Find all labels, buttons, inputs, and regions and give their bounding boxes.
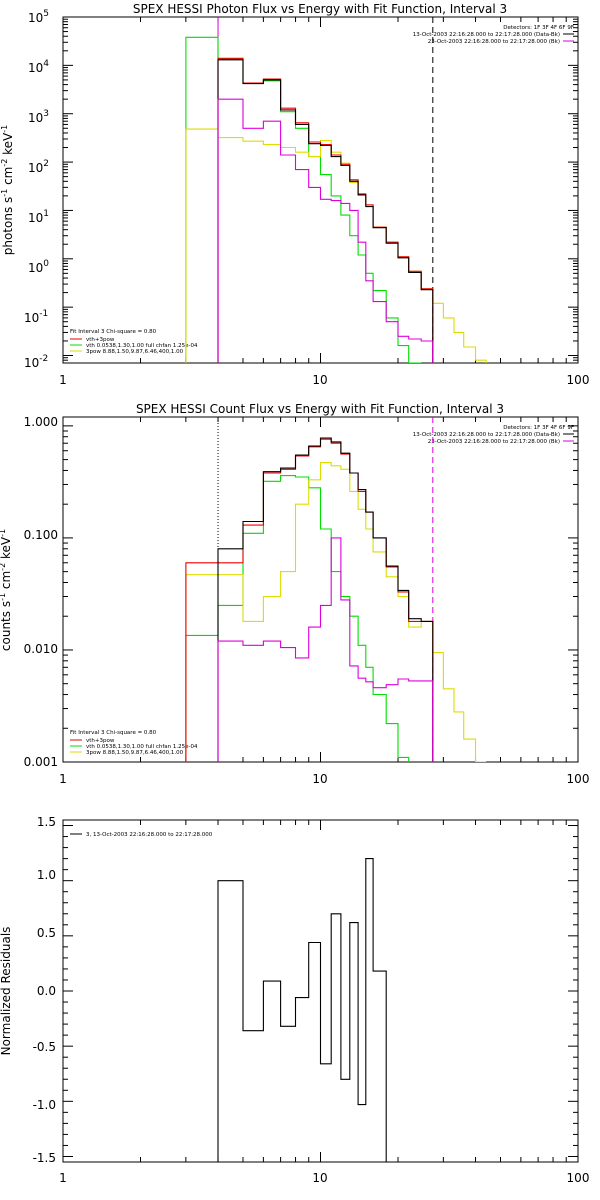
count-flux-legend-total: vth+3pow	[86, 738, 115, 744]
count-flux-xtick-1: 1	[59, 772, 67, 786]
photon-flux-ytick-1e0: 100	[28, 259, 49, 275]
count-flux-panel: SPEX HESSI Count Flux vs Energy with Fit…	[0, 402, 589, 786]
series-step-3pow-8-88-1-50-9-87-6-46-400-1-00	[185, 462, 487, 762]
photon-flux-ytick-1e-1: 10-1	[24, 309, 48, 325]
count-flux-legend-top-right: Detectors: 1F 3F 4F 6F 9F 13-Oct-2003 22…	[413, 425, 574, 445]
residuals-ytick-neg1.0: -1.0	[33, 1098, 56, 1112]
residuals-xtick-10: 10	[312, 1171, 327, 1185]
photon-flux-legend-top-right: Detectors: 1F 3F 4F 6F 9F 13-Oct-2003 22…	[413, 25, 574, 45]
photon-flux-legend-bk: 23-Oct-2003 22:16:28.000 to 22:17:28.000…	[428, 39, 560, 45]
photon-flux-legend-detectors: Detectors: 1F 3F 4F 6F 9F	[503, 25, 574, 31]
series-step-bk	[217, 537, 434, 762]
residuals-ytick-1.5: 1.5	[37, 815, 56, 829]
photon-flux-ytick-1e1: 101	[28, 209, 49, 225]
photon-flux-legend-total: vth+3pow	[86, 337, 115, 343]
photon-flux-title: SPEX HESSI Photon Flux vs Energy with Fi…	[133, 2, 507, 16]
residuals-ytick-0.5: 0.5	[37, 926, 56, 940]
series-step-3pow-8-88-1-50-9-87-6-46-400-1-00	[185, 128, 487, 363]
photon-flux-ytick-1e-2: 10-2	[24, 354, 48, 370]
photon-flux-xtick-100: 100	[567, 373, 590, 387]
series-step-data-bk	[217, 437, 434, 762]
count-flux-ytick-0.100: 0.100	[24, 528, 58, 542]
count-flux-xtick-10: 10	[312, 772, 327, 786]
photon-flux-panel: SPEX HESSI Photon Flux vs Energy with Fi…	[0, 2, 589, 387]
photon-flux-ylabel: photons s-1 cm-2 keV-1	[0, 125, 15, 256]
photon-flux-legend-powerlaw: 3pow 8.88,1.50,9.87,6.46,400,1.00	[86, 349, 184, 355]
series-step-vth-0-0538-1-30-1-00-full-chfan-1-25e-04	[185, 475, 410, 762]
photon-flux-ytick-1e3: 103	[28, 109, 49, 125]
series-step-bk	[217, 98, 434, 363]
count-flux-ytick-0.001: 0.001	[24, 755, 58, 769]
photon-flux-legend-bottom-left: Fit Interval 3 Chi-square = 0.80 vth+3po…	[70, 329, 198, 355]
photon-flux-legend-data: 13-Oct-2003 22:16:28.000 to 22:17:28.000…	[413, 32, 560, 38]
count-flux-legend-fit-header: Fit Interval 3 Chi-square = 0.80	[70, 730, 157, 736]
residuals-xtick-1: 1	[59, 1171, 67, 1185]
residuals-legend-label: 3, 13-Oct-2003 22:16:28.000 to 22:17:28.…	[86, 832, 213, 838]
residuals-ytick-1.0: 1.0	[37, 868, 56, 882]
count-flux-xtick-100: 100	[567, 772, 590, 786]
chart-marks	[62, 16, 578, 1162]
photon-flux-ytick-1e4: 104	[28, 59, 49, 75]
residuals-panel: Normalized Residuals 1 10 100 -1.5 -1.0 …	[0, 815, 589, 1185]
panel2-tick-marks	[62, 417, 578, 763]
count-flux-legend-thermal: vth 0.0538,1.30,1.00 full chfan 1.25e-04	[86, 744, 198, 750]
count-flux-legend-detectors: Detectors: 1F 3F 4F 6F 9F	[503, 425, 574, 431]
residuals-ytick-0.0: 0.0	[37, 984, 56, 998]
series-step-vth-3pow	[217, 57, 434, 363]
residuals-xtick-100: 100	[567, 1171, 590, 1185]
count-flux-legend-bottom-left: Fit Interval 3 Chi-square = 0.80 vth+3po…	[70, 730, 198, 756]
residuals-ylabel: Normalized Residuals	[0, 927, 13, 1056]
panel3-tick-marks	[62, 820, 578, 1162]
count-flux-ylabel: counts s-1 cm-2 keV-1	[0, 529, 13, 651]
count-flux-legend-bk: 23-Oct-2003 22:16:28.000 to 22:17:28.000…	[428, 439, 560, 445]
count-flux-ytick-0.010: 0.010	[24, 642, 58, 656]
residuals-ytick-neg1.5: -1.5	[33, 1151, 56, 1165]
series-step-3-13-oct-2003-22-16-28-000-to-22-17-28-000	[217, 858, 387, 1162]
photon-flux-legend-fit-header: Fit Interval 3 Chi-square = 0.80	[70, 329, 157, 335]
photon-flux-xtick-1: 1	[59, 373, 67, 387]
photon-flux-legend-thermal: vth 0.0538,1.30,1.00 full chfan 1.25e-04	[86, 343, 198, 349]
count-flux-legend-powerlaw: 3pow 8.88,1.50,9.87,6.46,400,1.00	[86, 750, 184, 756]
series-step-data-bk	[217, 59, 434, 363]
photon-flux-ytick-1e5: 105	[28, 9, 49, 25]
count-flux-ytick-1.000: 1.000	[24, 415, 58, 429]
residuals-legend: 3, 13-Oct-2003 22:16:28.000 to 22:17:28.…	[70, 832, 213, 838]
count-flux-title: SPEX HESSI Count Flux vs Energy with Fit…	[136, 402, 504, 416]
photon-flux-ytick-1e2: 102	[28, 159, 49, 175]
count-flux-legend-data: 13-Oct-2003 22:16:28.000 to 22:17:28.000…	[413, 432, 560, 438]
photon-flux-yticks: 10-2 10-1 100 101 102 103 104 105	[24, 9, 49, 370]
photon-flux-xtick-10: 10	[312, 373, 327, 387]
residuals-ytick-neg0.5: -0.5	[33, 1040, 56, 1054]
